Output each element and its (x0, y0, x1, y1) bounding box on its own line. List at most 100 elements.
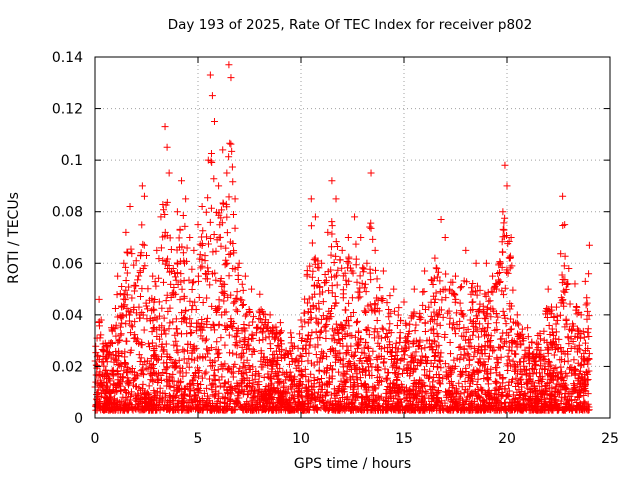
data-point (303, 299, 311, 307)
data-point (575, 375, 583, 383)
data-point (513, 311, 521, 319)
data-point (103, 402, 111, 410)
data-point (431, 316, 439, 324)
data-point (469, 370, 477, 378)
data-point (308, 329, 316, 337)
data-point (446, 339, 454, 347)
data-point (366, 406, 374, 414)
data-point (470, 366, 478, 374)
chart-title: Day 193 of 2025, Rate Of TEC Index for r… (167, 17, 533, 33)
data-point (268, 330, 276, 338)
data-point (373, 275, 381, 283)
data-point (498, 287, 506, 295)
data-point (179, 405, 187, 413)
data-point (338, 394, 346, 402)
data-point (135, 303, 143, 311)
data-point (500, 399, 508, 407)
data-point (582, 301, 590, 309)
data-point (239, 301, 247, 309)
data-point (204, 194, 212, 202)
data-point (214, 354, 222, 362)
data-point (241, 272, 249, 280)
data-point (305, 383, 313, 391)
data-point (210, 231, 218, 239)
data-point (240, 406, 248, 414)
data-point (221, 402, 229, 410)
data-point (546, 371, 554, 379)
y-tick-label: 0.12 (52, 102, 83, 118)
data-point (353, 340, 361, 348)
data-point (482, 292, 490, 300)
data-point (375, 395, 383, 403)
data-point (484, 376, 492, 384)
data-point (524, 333, 532, 341)
data-point (406, 369, 414, 377)
data-point (525, 349, 533, 357)
data-point (203, 318, 211, 326)
data-point (294, 383, 302, 391)
data-point (268, 358, 276, 366)
data-point (222, 244, 230, 252)
data-point (580, 404, 588, 412)
data-point (566, 300, 574, 308)
data-point (239, 363, 247, 371)
data-point (314, 375, 322, 383)
data-point (209, 381, 217, 389)
data-point (456, 284, 464, 292)
data-point (355, 288, 363, 296)
data-point (234, 392, 242, 400)
data-point (505, 356, 513, 364)
data-point (499, 233, 507, 241)
data-point (127, 308, 135, 316)
data-point (149, 377, 157, 385)
data-point (217, 334, 225, 342)
data-point (301, 295, 309, 303)
data-point (138, 182, 146, 190)
data-point (257, 388, 265, 396)
data-point (166, 319, 174, 327)
data-point (371, 308, 379, 316)
data-point (167, 355, 175, 363)
data-point (350, 391, 358, 399)
data-point (332, 195, 340, 203)
data-point (137, 251, 145, 259)
data-point (473, 404, 481, 412)
data-point (357, 382, 365, 390)
data-point (358, 348, 366, 356)
data-point (117, 330, 125, 338)
data-point (255, 385, 263, 393)
data-point (228, 406, 236, 414)
data-point (473, 326, 481, 334)
data-point (206, 71, 214, 79)
data-point (315, 305, 323, 313)
data-point (475, 333, 483, 341)
data-point (315, 388, 323, 396)
data-point (467, 402, 475, 410)
data-point (352, 261, 360, 269)
data-point (453, 309, 461, 317)
data-point (144, 365, 152, 373)
data-point (501, 284, 509, 292)
data-point (465, 405, 473, 413)
data-point (430, 353, 438, 361)
data-point (580, 398, 588, 406)
data-point (311, 213, 319, 221)
data-point (367, 276, 375, 284)
data-point (442, 270, 450, 278)
data-point (446, 379, 454, 387)
data-point (470, 344, 478, 352)
data-point (561, 221, 569, 229)
data-point (214, 366, 222, 374)
data-point (318, 348, 326, 356)
data-point (390, 285, 398, 293)
data-point (304, 319, 312, 327)
data-point (225, 272, 233, 280)
data-point (227, 383, 235, 391)
data-point (435, 370, 443, 378)
data-point (431, 338, 439, 346)
data-point (436, 380, 444, 388)
data-point (114, 338, 122, 346)
data-point (215, 182, 223, 190)
data-point (515, 321, 523, 329)
data-point (580, 376, 588, 384)
